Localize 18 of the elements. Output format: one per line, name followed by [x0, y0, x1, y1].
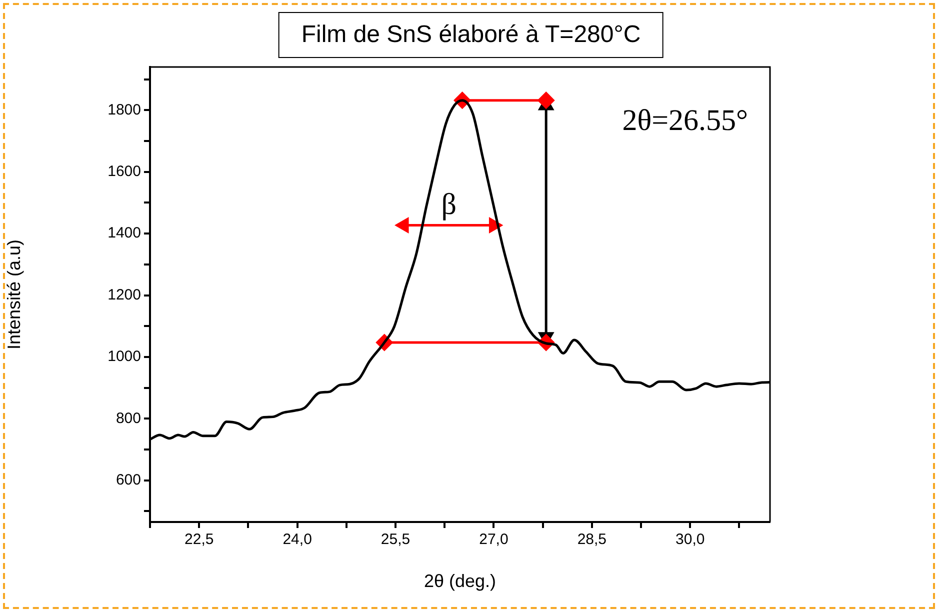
x-tick-label: 25,5 — [380, 531, 410, 548]
chart-title: Film de SnS élaboré à T=280°C — [278, 12, 664, 58]
y-tick-label: 1000 — [108, 348, 141, 366]
annotation: 2θ=26.55° — [622, 104, 748, 137]
y-axis-title: Intensité (a.u) — [4, 239, 24, 350]
y-tick-label: 1400 — [108, 224, 141, 242]
x-tick-label: 24,0 — [282, 531, 312, 548]
y-tick-label: 1200 — [108, 286, 141, 304]
x-tick-label: 22,5 — [184, 531, 214, 548]
x-tick-label: 28,5 — [577, 531, 607, 548]
series-label: β — [441, 188, 457, 222]
y-tick-label: 600 — [116, 471, 141, 488]
x-axis-title: 2θ (deg.) — [424, 571, 496, 592]
y-tick-label: 1600 — [108, 163, 141, 180]
y-tick-label: 800 — [116, 410, 141, 427]
y-tick-label: 1800 — [108, 101, 141, 118]
x-tick-label: 27,0 — [479, 531, 508, 548]
x-tick-label: 30,0 — [676, 531, 705, 548]
